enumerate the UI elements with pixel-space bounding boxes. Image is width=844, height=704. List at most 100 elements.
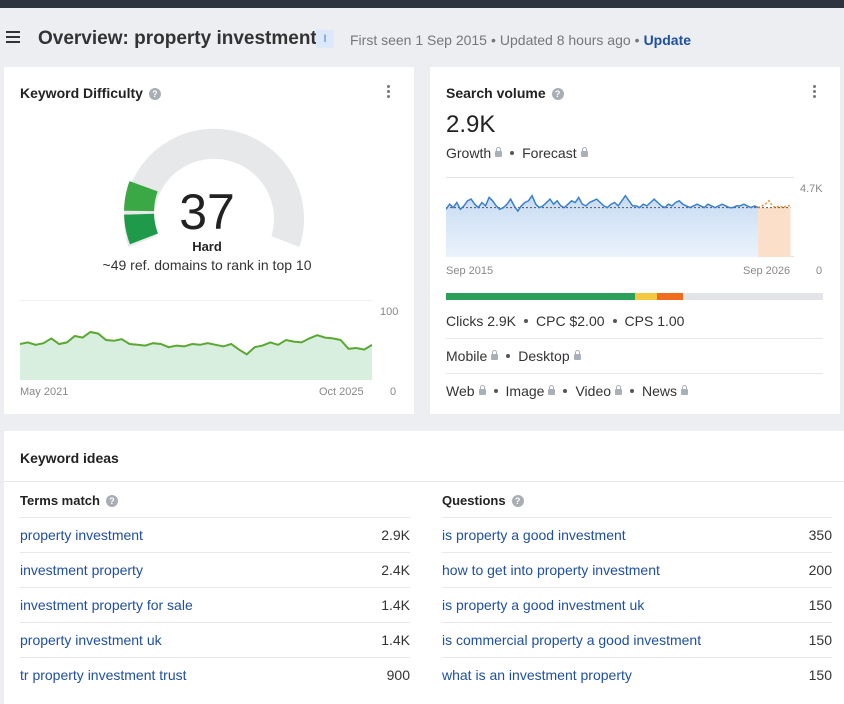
- keyword-volume: 1.4K: [381, 597, 410, 613]
- list-item[interactable]: is property a good investment uk 150: [442, 587, 832, 622]
- sv-devices: Mobile Desktop: [446, 348, 581, 364]
- image-tab[interactable]: Image: [506, 383, 556, 399]
- bar-segment: [683, 293, 823, 300]
- keyword-link[interactable]: is property a good investment: [442, 527, 626, 543]
- gauge-track: [124, 128, 304, 247]
- kd-value: 37: [179, 184, 235, 240]
- list-item[interactable]: investment property for sale 1.4K: [20, 587, 410, 622]
- list-item[interactable]: is commercial property a good investment…: [442, 622, 832, 657]
- cpc-metric: CPC $2.00: [536, 313, 605, 329]
- forecast-tab[interactable]: Forecast: [522, 145, 588, 161]
- cps-metric: CPS 1.00: [624, 313, 685, 329]
- kd-y-min: 0: [390, 386, 397, 398]
- sv-title: Search volume?: [446, 85, 564, 101]
- mobile-tab[interactable]: Mobile: [446, 348, 499, 364]
- bar-segment: [634, 293, 658, 300]
- questions-heading: Questions?: [442, 493, 524, 508]
- sv-tabs: Growth Forecast: [446, 145, 588, 161]
- kd-level-label: Hard: [192, 239, 222, 254]
- sv-x-end: Sep 2026: [743, 265, 791, 277]
- keyword-volume: 2.9K: [381, 527, 410, 543]
- kd-area: [20, 332, 372, 380]
- bar-segment: [446, 293, 635, 300]
- traffic-share-bar: [446, 293, 823, 300]
- kd-title: Keyword Difficulty?: [20, 85, 161, 101]
- keyword-volume: 900: [386, 667, 410, 683]
- lock-icon: [491, 350, 499, 360]
- keyword-volume: 150: [808, 597, 832, 613]
- gauge-segment: [124, 181, 158, 212]
- intent-badge[interactable]: I: [316, 30, 334, 48]
- sv-x-start: Sep 2015: [446, 265, 494, 277]
- desktop-tab[interactable]: Desktop: [518, 348, 581, 364]
- list-item[interactable]: investment property 2.4K: [20, 552, 410, 587]
- kd-line: [20, 330, 372, 356]
- lock-icon: [478, 385, 486, 395]
- kd-more-icon[interactable]: [387, 85, 391, 100]
- gauge-segment: [124, 213, 158, 245]
- kd-history-chart: [20, 300, 372, 380]
- help-icon[interactable]: ?: [551, 88, 564, 100]
- sv-forecast-line: [757, 199, 791, 209]
- list-item[interactable]: how to get into property investment 200: [442, 552, 832, 587]
- keyword-volume: 200: [808, 562, 832, 578]
- sv-area: [446, 195, 759, 257]
- kd-y-max: 100: [380, 306, 399, 318]
- keyword-link[interactable]: is property a good investment uk: [442, 597, 645, 613]
- growth-tab[interactable]: Growth: [446, 145, 503, 161]
- keyword-ideas-title: Keyword ideas: [20, 450, 119, 466]
- keyword-link[interactable]: property investment uk: [20, 632, 162, 648]
- keyword-volume: 150: [808, 667, 832, 683]
- keyword-link[interactable]: property investment: [20, 527, 143, 543]
- kd-subtitle: ~49 ref. domains to rank in top 10: [102, 257, 312, 273]
- list-item[interactable]: property investment 2.9K: [20, 517, 410, 552]
- sv-forecast-area: [758, 207, 791, 257]
- list-item[interactable]: tr property investment trust 900: [20, 657, 410, 692]
- keyword-volume: 150: [808, 632, 832, 648]
- help-icon[interactable]: ?: [105, 495, 118, 507]
- lock-icon: [495, 147, 503, 157]
- video-tab[interactable]: Video: [575, 383, 623, 399]
- sv-history-chart: [446, 177, 794, 257]
- keyword-link[interactable]: tr property investment trust: [20, 667, 187, 683]
- keyword-link[interactable]: how to get into property investment: [442, 562, 660, 578]
- sv-value: 2.9K: [446, 111, 496, 138]
- lock-icon: [580, 147, 588, 157]
- news-tab[interactable]: News: [642, 383, 689, 399]
- list-item[interactable]: is property a good investment 350: [442, 517, 832, 552]
- lock-icon: [615, 385, 623, 395]
- menu-icon[interactable]: [6, 31, 20, 43]
- sv-line: [446, 194, 759, 213]
- keyword-volume: 350: [808, 527, 832, 543]
- keyword-link[interactable]: is commercial property a good investment: [442, 632, 702, 648]
- list-item[interactable]: property investment uk 1.4K: [20, 622, 410, 657]
- update-link[interactable]: Update: [643, 32, 692, 48]
- keyword-link[interactable]: investment property: [20, 562, 143, 578]
- sv-serp-types: Web Image Video News: [446, 383, 689, 399]
- keyword-volume: 1.4K: [381, 632, 410, 648]
- search-volume-card: Search volume? 2.9K Growth Forecast 4.7K …: [430, 67, 840, 414]
- web-tab[interactable]: Web: [446, 383, 486, 399]
- page-header: Overview: property investment I First se…: [0, 8, 844, 66]
- keyword-link[interactable]: what is an investment property: [442, 667, 632, 683]
- terms-match-heading: Terms match?: [20, 493, 118, 508]
- sv-metrics: Clicks 2.9K CPC $2.00 CPS 1.00: [446, 313, 684, 329]
- keyword-ideas-card: Keyword ideas Terms match? Questions? pr…: [4, 431, 844, 704]
- kd-gauge: [124, 128, 304, 247]
- list-item[interactable]: what is an investment property 150: [442, 657, 832, 692]
- top-bar: [0, 0, 844, 8]
- lock-icon: [681, 385, 689, 395]
- help-icon[interactable]: ?: [148, 88, 161, 100]
- lock-icon: [573, 350, 581, 360]
- updated-text: Updated 8 hours ago: [499, 32, 631, 48]
- help-icon[interactable]: ?: [511, 495, 524, 507]
- sv-more-icon[interactable]: [813, 85, 817, 100]
- bar-segment: [657, 293, 684, 300]
- sv-y-max: 4.7K: [800, 183, 823, 195]
- keyword-link[interactable]: investment property for sale: [20, 597, 193, 613]
- lock-icon: [548, 385, 556, 395]
- keyword-volume: 2.4K: [381, 562, 410, 578]
- sv-y-min: 0: [816, 265, 823, 277]
- keyword-difficulty-card: Keyword Difficulty? 37 Hard ~49 ref. dom…: [4, 67, 414, 414]
- page-title: Overview: property investment: [38, 28, 317, 49]
